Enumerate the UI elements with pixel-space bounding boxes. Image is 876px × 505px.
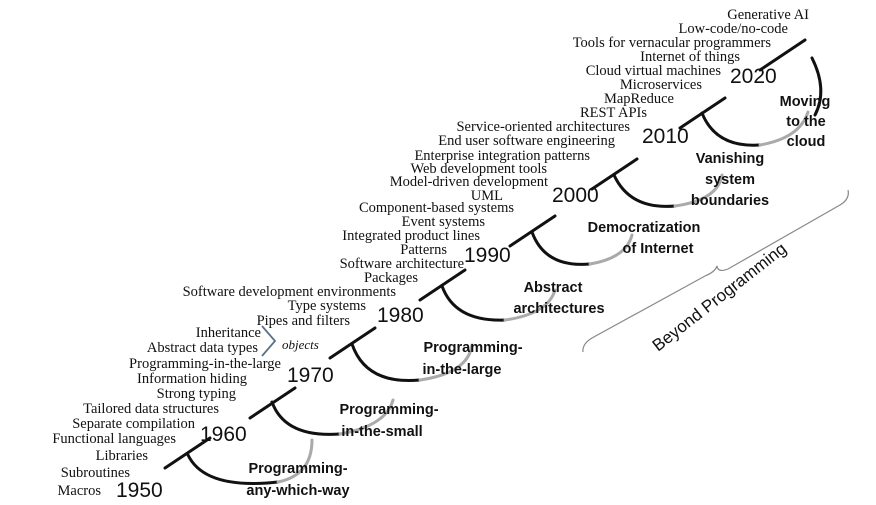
topic-label: Macros [58, 483, 102, 499]
arc-gray [338, 398, 395, 436]
topic-label: Cloud virtual machines [586, 63, 722, 79]
topic-label: Abstract data types [147, 340, 258, 356]
topic-label: Low-code/no-code [678, 21, 788, 37]
topic-label: Programming-in-the-large [129, 356, 281, 372]
topic-label: Libraries [96, 448, 149, 464]
step-line [163, 436, 212, 470]
topic-label: REST APIs [580, 105, 647, 121]
era-label: system [705, 172, 755, 188]
arc-black [530, 230, 592, 266]
topic-labels: Macros Subroutines Libraries Functional … [52, 7, 809, 499]
topic-label: Pipes and filters [257, 313, 351, 329]
arc-gray [276, 438, 314, 484]
topic-label: Strong typing [157, 386, 236, 402]
topic-label: Subroutines [61, 465, 131, 481]
topic-label: Generative AI [727, 7, 809, 23]
topic-label: Service-oriented architectures [456, 119, 630, 135]
arc-black [700, 111, 762, 147]
era-label: architectures [513, 301, 604, 317]
topic-label: Inheritance [196, 325, 261, 341]
era-label: Programming- [248, 461, 347, 477]
era-label: Programming- [423, 340, 522, 356]
topic-label: Tools for vernacular programmers [573, 35, 772, 51]
arc-black [270, 400, 342, 436]
era-label: boundaries [691, 193, 769, 209]
topic-label: End user software engineering [438, 133, 615, 149]
arc-gray [673, 173, 724, 208]
step-line [758, 38, 807, 72]
objects-brace-icon [261, 325, 277, 357]
year-label: 1960 [200, 423, 247, 446]
era-label: to the [786, 114, 825, 130]
topic-label: Integrated product lines [342, 228, 480, 244]
arc-gray [588, 233, 634, 266]
arc-black [186, 453, 280, 485]
topic-label: Packages [364, 270, 418, 286]
topic-label: Functional languages [52, 431, 176, 447]
topic-label: Software architecture [340, 256, 464, 272]
era-labels: Programming- any-which-way Programming- … [246, 94, 830, 499]
year-label: 2020 [730, 65, 777, 88]
era-label: Vanishing [696, 151, 765, 167]
topic-label: Component-based systems [359, 200, 514, 216]
arc-black [612, 173, 677, 208]
topic-label: Software development environments [183, 284, 397, 300]
era-label: any-which-way [246, 483, 349, 499]
topic-label: MapReduce [604, 91, 674, 107]
year-label: 1980 [377, 304, 424, 327]
year-label: 1990 [464, 244, 511, 267]
topic-label: Internet of things [640, 49, 740, 65]
topic-label: Microservices [620, 77, 702, 93]
topic-label: Model-driven development [390, 174, 548, 190]
arc-gray [418, 343, 474, 382]
topic-label: Information hiding [137, 371, 247, 387]
era-label: in-the-large [423, 362, 502, 378]
topic-label: Patterns [400, 242, 447, 258]
topic-label: Enterprise integration patterns [414, 148, 590, 164]
objects-label: objects [282, 337, 319, 352]
era-label: of Internet [623, 241, 694, 257]
arc-gray [758, 110, 810, 147]
beyond-brace [582, 189, 849, 353]
topic-label: Tailored data structures [83, 401, 219, 417]
year-label: 1970 [287, 364, 334, 387]
year-labels: 1950 1960 1970 1980 1990 2000 2010 2020 [116, 65, 777, 502]
topic-label: UML [471, 188, 503, 204]
year-label: 1950 [116, 479, 163, 502]
arc-black [810, 56, 823, 117]
year-label: 2000 [552, 184, 599, 207]
era-label: Programming- [339, 402, 438, 418]
arc-gray [503, 288, 557, 322]
topic-label: Web development tools [410, 161, 547, 177]
arc-black [440, 284, 507, 322]
topic-label: Type systems [288, 298, 367, 314]
era-label: Democratization [588, 220, 701, 236]
period-arcs [186, 56, 823, 485]
topic-label: Separate compilation [72, 416, 196, 432]
era-label: in-the-small [341, 424, 422, 440]
year-label: 2010 [642, 125, 689, 148]
era-label: Abstract [524, 280, 583, 296]
topic-label: Event systems [402, 214, 486, 230]
era-label: Moving [780, 94, 831, 110]
arc-black [350, 342, 422, 383]
era-label: cloud [787, 134, 826, 150]
